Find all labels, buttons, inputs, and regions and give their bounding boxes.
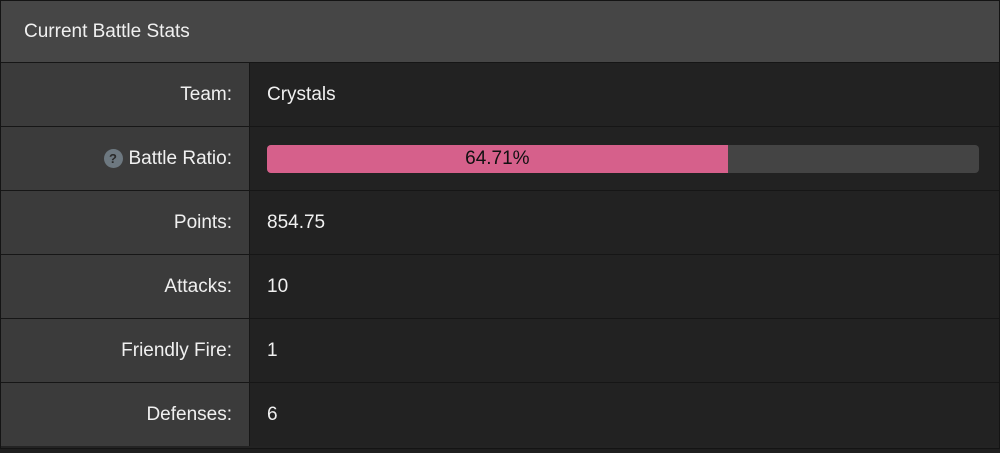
stat-label-cell: Attacks: — [1, 255, 250, 318]
stat-value-cell: 10 — [250, 255, 999, 318]
stat-label: Defenses: — [146, 403, 232, 425]
stat-row: Defenses: 6 — [1, 383, 999, 446]
progress-fill: 64.71% — [267, 144, 728, 173]
stat-value: Crystals — [267, 83, 336, 105]
stat-label-cell: Points: — [1, 191, 250, 254]
stat-value-cell: 854.75 — [250, 191, 999, 254]
stat-label-cell: Friendly Fire: — [1, 319, 250, 382]
panel-title: Current Battle Stats — [1, 1, 999, 63]
stat-row: Friendly Fire: 1 — [1, 319, 999, 383]
stat-value-cell: 6 — [250, 383, 999, 446]
stat-value: 6 — [267, 403, 278, 425]
stat-label-cell: Defenses: — [1, 383, 250, 446]
stat-label-cell: Team: — [1, 63, 250, 126]
stat-label: Friendly Fire: — [121, 339, 232, 361]
stat-value-cell: 1 — [250, 319, 999, 382]
stat-row: ? Battle Ratio: 64.71% — [1, 127, 999, 191]
stat-value: 1 — [267, 339, 278, 361]
stat-value-cell: 64.71% — [250, 127, 999, 190]
stat-row: Team: Crystals — [1, 63, 999, 127]
stat-value-cell: Crystals — [250, 63, 999, 126]
stat-row: Attacks: 10 — [1, 255, 999, 319]
stat-label-cell: ? Battle Ratio: — [1, 127, 250, 190]
stat-label: Team: — [180, 83, 232, 105]
stat-label: Attacks: — [164, 275, 232, 297]
stat-value: 10 — [267, 275, 289, 297]
stat-row: Points: 854.75 — [1, 191, 999, 255]
progress-bar: 64.71% — [267, 144, 979, 173]
rows: Team: Crystals? Battle Ratio: 64.71% Points:… — [1, 63, 999, 446]
stat-label: Points: — [173, 211, 232, 233]
help-icon[interactable]: ? — [103, 149, 123, 168]
stat-value: 854.75 — [267, 211, 326, 233]
progress-label: 64.71% — [465, 147, 530, 169]
stat-label: Battle Ratio: — [128, 147, 233, 169]
